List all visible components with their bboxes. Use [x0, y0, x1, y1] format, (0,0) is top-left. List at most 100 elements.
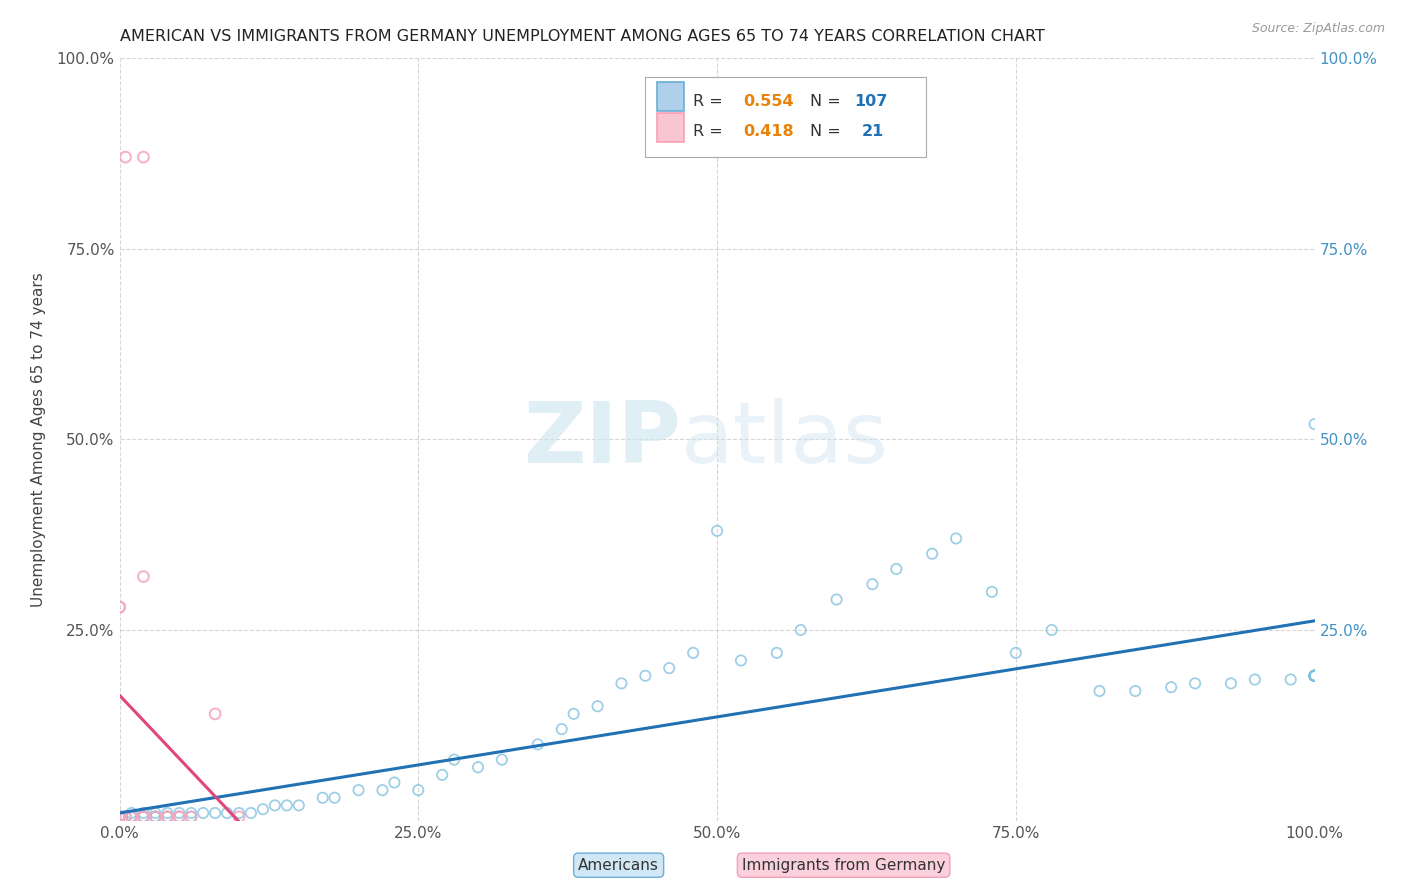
Point [169, 810, 191, 824]
Point [156, 805, 179, 820]
Point [180, 810, 202, 824]
Point [1303, 669, 1326, 683]
Point [108, 810, 131, 824]
Point [1220, 676, 1243, 690]
Point [108, 810, 131, 824]
Point [862, 577, 884, 591]
Point [347, 783, 370, 797]
Text: R =: R = [693, 125, 723, 139]
Point [145, 810, 166, 824]
Point [1088, 684, 1111, 698]
Text: Immigrants from Germany: Immigrants from Germany [742, 858, 945, 872]
Point [276, 798, 298, 813]
Point [1184, 676, 1206, 690]
Point [108, 810, 131, 824]
Text: AMERICAN VS IMMIGRANTS FROM GERMANY UNEMPLOYMENT AMONG AGES 65 TO 74 YEARS CORRE: AMERICAN VS IMMIGRANTS FROM GERMANY UNEM… [120, 29, 1045, 45]
Point [312, 790, 335, 805]
Point [108, 810, 131, 824]
Point [108, 810, 131, 824]
Point [108, 810, 131, 824]
Point [145, 810, 166, 824]
Point [132, 810, 155, 824]
Point [1303, 669, 1326, 683]
Text: Source: ZipAtlas.com: Source: ZipAtlas.com [1251, 22, 1385, 36]
Point [1004, 646, 1026, 660]
Point [527, 737, 550, 751]
Point [1125, 684, 1147, 698]
Point [264, 798, 287, 813]
Point [108, 600, 131, 615]
Point [169, 805, 191, 820]
Point [658, 661, 681, 675]
Point [121, 810, 143, 824]
Text: 0.554: 0.554 [744, 94, 794, 109]
Point [408, 783, 430, 797]
Point [169, 810, 191, 824]
Point [825, 592, 848, 607]
Text: N =: N = [810, 125, 841, 139]
Point [108, 810, 131, 824]
Point [108, 810, 131, 824]
Point [121, 810, 143, 824]
Point [108, 810, 131, 824]
Point [121, 810, 143, 824]
Point [108, 810, 131, 824]
Point [108, 810, 131, 824]
Point [145, 810, 166, 824]
Point [169, 810, 191, 824]
Point [156, 810, 179, 824]
Point [121, 810, 143, 824]
Point [121, 805, 143, 820]
Point [945, 532, 967, 546]
Point [108, 810, 131, 824]
Point [610, 676, 633, 690]
Point [114, 810, 136, 824]
Point [114, 150, 136, 164]
Point [121, 810, 143, 824]
Point [443, 753, 465, 767]
Point [730, 653, 752, 667]
Point [1279, 673, 1302, 687]
Bar [645, 77, 927, 157]
Point [121, 810, 143, 824]
Point [145, 805, 166, 820]
Point [121, 810, 143, 824]
Point [371, 783, 394, 797]
Point [1303, 669, 1326, 683]
Y-axis label: Unemployment Among Ages 65 to 74 years: Unemployment Among Ages 65 to 74 years [31, 272, 45, 607]
Text: N =: N = [810, 94, 841, 109]
Point [382, 775, 406, 789]
Text: 0.418: 0.418 [744, 125, 794, 139]
Point [108, 810, 131, 824]
Point [790, 623, 813, 637]
Point [108, 810, 131, 824]
Point [1303, 669, 1326, 683]
Point [108, 810, 131, 824]
Point [156, 810, 179, 824]
Point [108, 810, 131, 824]
Point [1303, 669, 1326, 683]
Point [180, 810, 202, 824]
Text: 21: 21 [862, 125, 884, 139]
Point [586, 699, 609, 714]
Point [108, 600, 131, 615]
Point [108, 810, 131, 824]
Point [1244, 673, 1267, 687]
Point [228, 810, 250, 824]
Point [252, 802, 274, 816]
Point [634, 669, 657, 683]
Point [1303, 669, 1326, 683]
Point [886, 562, 908, 576]
Point [491, 753, 513, 767]
Point [132, 150, 155, 164]
Point [1303, 669, 1326, 683]
Point [1303, 669, 1326, 683]
Point [921, 547, 943, 561]
Point [145, 810, 166, 824]
Point [132, 810, 155, 824]
Point [682, 646, 704, 660]
Point [132, 810, 155, 824]
Point [562, 706, 585, 721]
Point [132, 810, 155, 824]
Point [191, 805, 215, 820]
